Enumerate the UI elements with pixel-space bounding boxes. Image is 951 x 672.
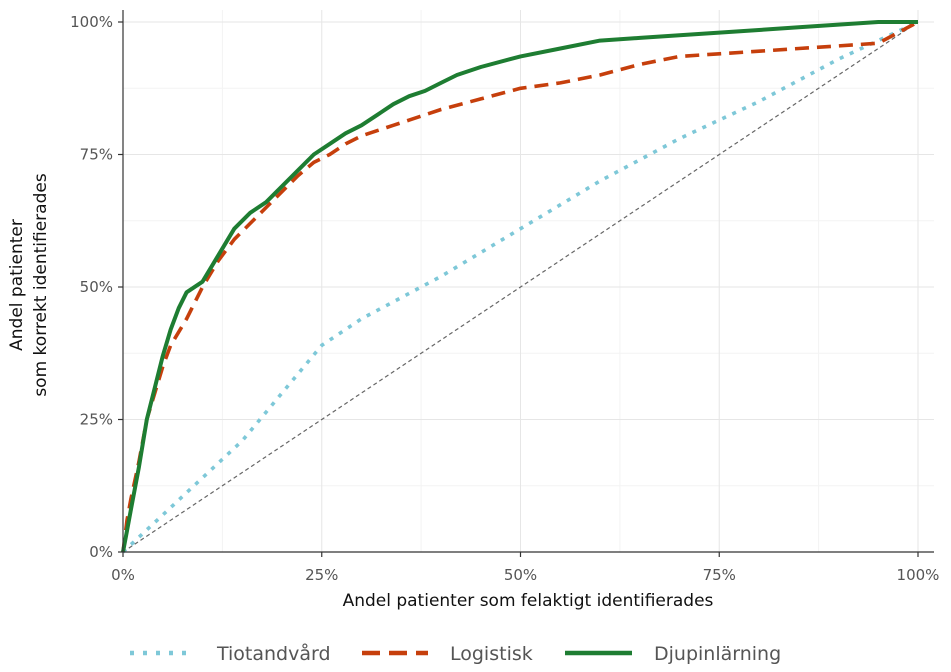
y-axis-title-line1: Andel patienter — [7, 219, 27, 351]
y-axis-title-line2: som korrekt identifierades — [31, 173, 51, 397]
gridlines — [122, 10, 934, 553]
legend-label-djupinlarning: Djupinlärning — [654, 643, 781, 665]
axes — [122, 10, 934, 553]
series-line-djupinlarning — [121, 20, 918, 553]
tick-labels: 0% 25% 50% 75% 100% 0% 25% 50% 75% 100% — [70, 13, 939, 584]
legend-label-logistisk: Logistisk — [450, 643, 533, 665]
series-lines — [121, 20, 919, 554]
series-line-logistisk — [121, 20, 919, 553]
x-tick-label: 100% — [897, 566, 940, 584]
x-axis-title: Andel patienter som felaktigt identifier… — [343, 591, 714, 611]
y-tick-label: 25% — [80, 411, 113, 429]
x-tick-label: 0% — [111, 566, 135, 584]
reference-diagonal — [122, 21, 919, 553]
x-tick-label: 75% — [703, 566, 736, 584]
y-tick-label: 50% — [80, 278, 113, 296]
y-axis-title: Andel patienter som korrekt identifierad… — [7, 173, 51, 397]
reference-line — [122, 21, 919, 553]
x-tick-label: 50% — [504, 566, 537, 584]
x-tick-label: 25% — [305, 566, 338, 584]
y-tick-label: 0% — [89, 543, 113, 561]
y-tick-label: 100% — [70, 13, 113, 31]
legend: Tiotandvård Logistisk Djupinlärning — [130, 642, 781, 665]
y-tick-label: 75% — [80, 146, 113, 164]
legend-label-tiotandvard: Tiotandvård — [216, 642, 331, 665]
series-line-tiotandvard — [121, 20, 919, 554]
